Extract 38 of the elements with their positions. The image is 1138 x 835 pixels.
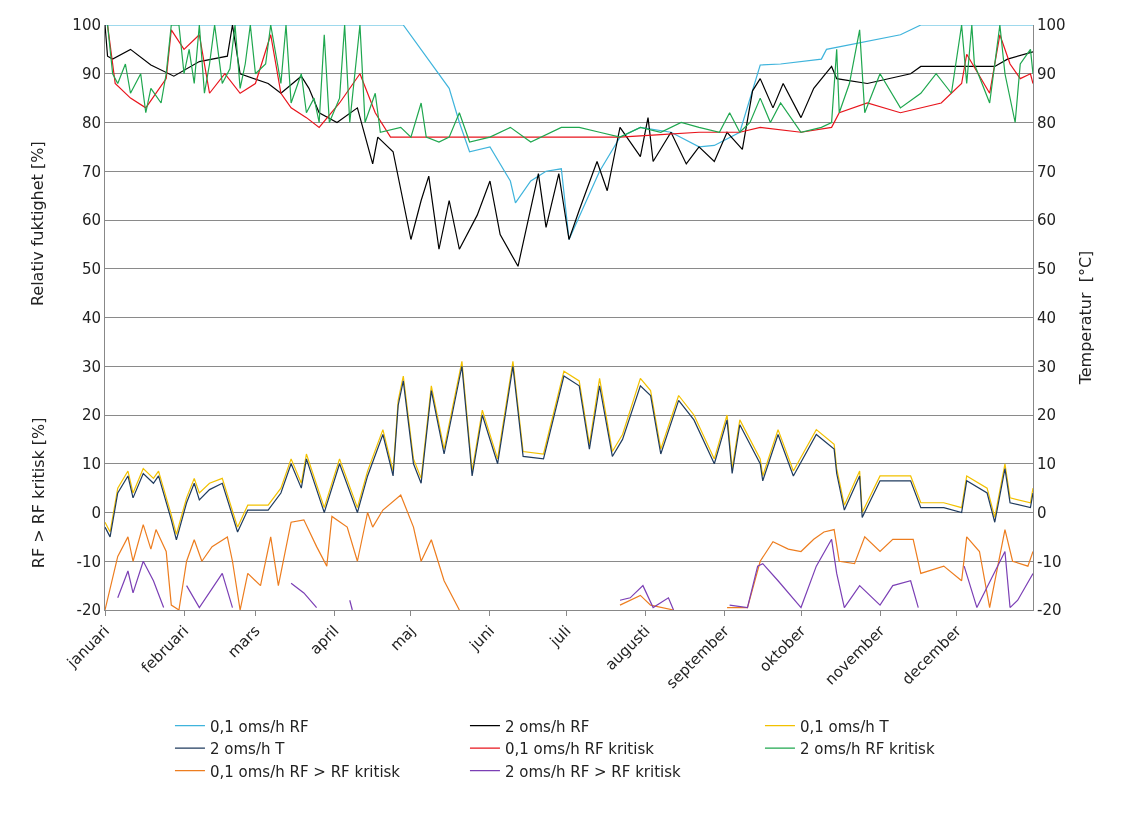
legend-label: 0,1 oms/h RF kritisk (504, 740, 655, 759)
legend-label: 2 oms/h RF > RF kritisk (504, 762, 682, 781)
y-tick-label: 30 (81, 357, 101, 376)
y-tick-label: 20 (81, 406, 101, 425)
y2-tick-label: 30 (1037, 357, 1057, 376)
y2-tick-label: 50 (1037, 260, 1057, 278)
y2-tick-label: 10 (1037, 455, 1057, 473)
y2-tick-label: 90 (1037, 65, 1057, 83)
y-tick-label: 70 (81, 162, 101, 181)
y2-tick-label: 60 (1037, 211, 1057, 230)
legend-label: 0,1 oms/h T (799, 717, 890, 736)
y-tick-label: -10 (76, 552, 101, 571)
x-tick-label: juli (545, 621, 575, 651)
y-tick-label: 60 (81, 211, 101, 230)
y2-tick-label: 20 (1037, 406, 1057, 425)
y2-tick-label: -10 (1037, 552, 1062, 571)
y-tick-label: 40 (81, 308, 101, 327)
y-tick-label: 100 (72, 16, 101, 35)
y2-tick-label: 70 (1037, 162, 1057, 181)
text: RF > RF kritisk [%] (29, 417, 49, 569)
legend-label: 0,1 oms/h RF (209, 717, 309, 736)
y-tick-label: 80 (81, 113, 101, 132)
y-axis-title: Relativ fuktighet [%] (28, 141, 48, 307)
y2-tick-label: -20 (1037, 601, 1062, 620)
legend-label: 0,1 oms/h RF > RF kritisk (209, 762, 401, 781)
y-tick-label: 0 (91, 503, 101, 522)
y2-tick-label: 80 (1037, 113, 1057, 132)
y-tick-label: 50 (81, 260, 101, 278)
y2-tick-label: 0 (1037, 503, 1047, 522)
y2-tick-label: 100 (1037, 16, 1066, 35)
legend-label: 2 oms/h T (209, 740, 286, 759)
legend-label: 2 oms/h RF kritisk (799, 740, 935, 759)
y2-axis-title: Temperatur [°C] (1076, 250, 1096, 386)
y-tick-label: -20 (76, 601, 101, 620)
y2-tick-label: 40 (1037, 308, 1057, 327)
y-tick-label: 10 (81, 455, 101, 473)
legend-label: 2 oms/h RF (504, 717, 590, 736)
y-tick-label: 90 (81, 65, 101, 83)
